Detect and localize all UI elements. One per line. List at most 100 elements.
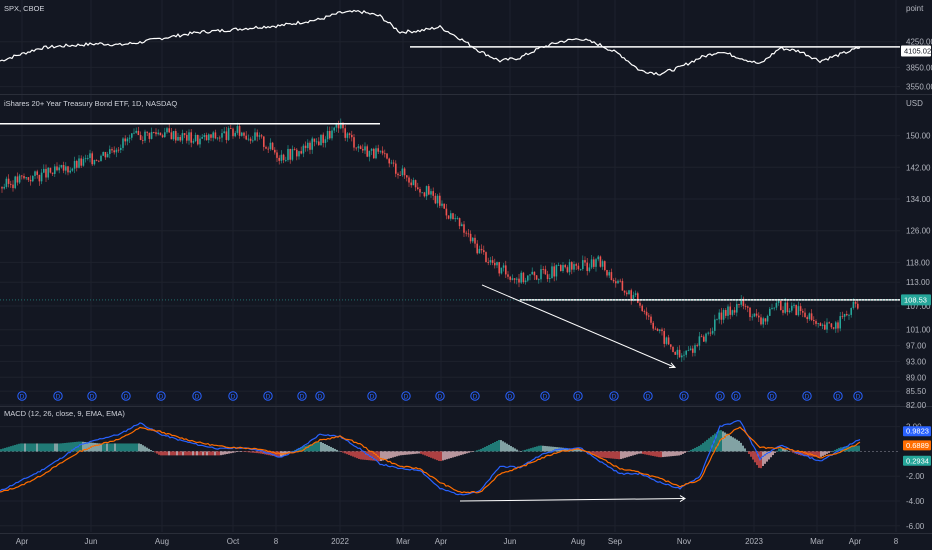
histogram-bar (168, 451, 170, 456)
histogram-bar (258, 451, 260, 454)
histogram-bar (472, 451, 474, 452)
histogram-bar (486, 445, 488, 452)
candle-body (364, 146, 366, 151)
dividend-marker[interactable] (367, 391, 377, 401)
candle-body (857, 303, 859, 309)
dividend-marker[interactable] (609, 391, 619, 401)
tlt-resistance-lines[interactable] (0, 122, 900, 301)
candle-body (252, 140, 254, 142)
dividend-marker[interactable] (315, 391, 325, 401)
candle-body (573, 264, 575, 270)
dividend-marker[interactable] (470, 391, 480, 401)
histogram-bar (766, 451, 768, 462)
dividend-marker[interactable] (715, 391, 725, 401)
candle-body (843, 314, 846, 317)
dividend-marker[interactable] (802, 391, 812, 401)
histogram-bar (488, 444, 490, 452)
candle-body (637, 293, 639, 303)
histogram-bar (402, 451, 404, 456)
candle-body (553, 266, 555, 277)
dividend-marker[interactable] (679, 391, 689, 401)
dividend-marker[interactable] (297, 391, 307, 401)
candle-body (469, 233, 472, 242)
dividend-marker[interactable] (505, 391, 515, 401)
histogram-bar (448, 451, 450, 459)
histogram-bar (858, 445, 860, 452)
histogram-bar (738, 440, 740, 452)
dividend-marker[interactable] (853, 391, 863, 401)
histogram-bar (238, 451, 240, 452)
dividend-marker[interactable] (156, 391, 166, 401)
macd-divergence-arrow[interactable] (459, 498, 686, 502)
dividend-marker[interactable] (121, 391, 131, 401)
tlt-candles (1, 118, 859, 362)
histogram-bar (632, 451, 634, 456)
dividend-marker[interactable] (540, 391, 550, 401)
candle-body (370, 148, 373, 151)
candle-body (786, 302, 789, 313)
histogram-bar (262, 451, 264, 454)
histogram-bar (118, 443, 120, 452)
tlt-trendline-arrow[interactable] (481, 284, 676, 368)
histogram-bar (60, 443, 62, 452)
dividend-marker[interactable] (731, 391, 741, 401)
candle-body (535, 275, 538, 280)
dividend-marker[interactable] (87, 391, 97, 401)
candle-body (3, 186, 5, 189)
dividend-label: D (300, 394, 305, 401)
candle-body (797, 306, 800, 316)
dividend-marker[interactable] (228, 391, 238, 401)
histogram-bar (520, 451, 522, 452)
histogram-bar (518, 450, 520, 452)
dividend-marker[interactable] (435, 391, 445, 401)
dividend-marker[interactable] (833, 391, 843, 401)
dividend-marker[interactable] (263, 391, 273, 401)
time-axis[interactable]: Apr Jun Aug Oct 8 2022 Mar Apr Jun Aug Sep Nov 2023 M… (16, 537, 899, 546)
candle-body (133, 132, 135, 134)
histogram-bar (640, 451, 642, 454)
dividend-marker[interactable] (643, 391, 653, 401)
spx-pane[interactable]: SPX, CBOE point 4250.00 3850.00 3550.00 41… (0, 4, 932, 92)
candle-body (520, 272, 522, 283)
histogram-bar (654, 451, 656, 457)
histogram-bar (18, 443, 20, 452)
histogram-bar (832, 450, 834, 452)
candle-body (120, 147, 122, 150)
histogram-bar (8, 446, 10, 452)
dividend-marker[interactable] (53, 391, 63, 401)
histogram-bar (98, 443, 100, 452)
histogram-bar (548, 446, 550, 452)
candle-body (135, 130, 137, 133)
dividend-marker[interactable] (401, 391, 411, 401)
macd-pane[interactable]: MACD (12, 26, close, 9, EMA, EMA) 2.00-2… (0, 409, 931, 531)
histogram-bar (232, 451, 234, 453)
dividend-marker[interactable] (767, 391, 777, 401)
histogram-bar (646, 451, 648, 455)
x-tick-label: Apr (849, 537, 862, 546)
candle-body (337, 124, 340, 129)
dividend-marker[interactable] (17, 391, 27, 401)
histogram-bar (848, 446, 850, 452)
candle-body (245, 135, 247, 140)
candle-body (179, 136, 181, 141)
candle-body (555, 265, 558, 277)
tlt-pane[interactable]: iShares 20+ Year Treasury Bond ETF, 1D, … (0, 99, 931, 410)
histogram-bar (704, 441, 706, 452)
candle-body (648, 315, 650, 317)
candle-body (694, 345, 696, 353)
dividend-marker[interactable] (192, 391, 202, 401)
candle-body (234, 132, 236, 137)
candle-body (601, 261, 604, 267)
candle-body (612, 280, 615, 282)
histogram-bar (676, 451, 678, 456)
dividend-label: D (195, 394, 200, 401)
candle-body (509, 276, 511, 280)
candle-body (610, 272, 613, 281)
histogram-bar (834, 449, 836, 452)
dividend-marker[interactable] (573, 391, 583, 401)
candle-body (456, 218, 459, 219)
x-tick-label: Mar (810, 537, 824, 546)
candle-body (524, 280, 527, 283)
